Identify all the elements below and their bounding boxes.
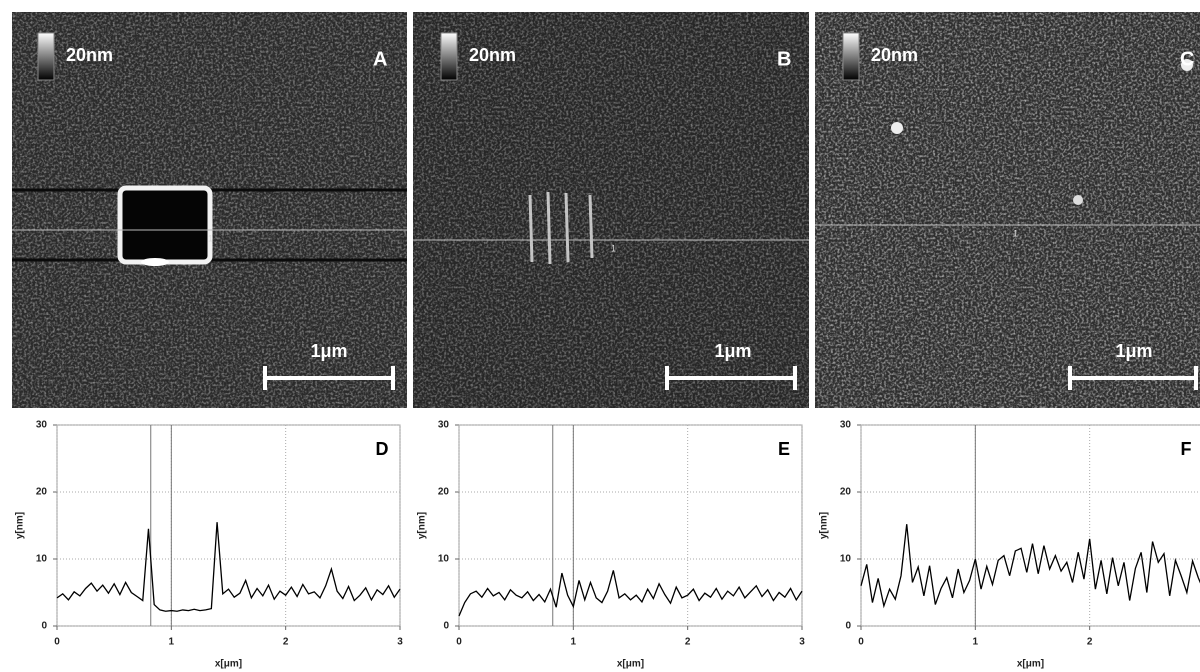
x-tick-label: 2 — [1087, 637, 1093, 648]
panel-label: C — [1180, 48, 1194, 70]
profile-line — [56, 522, 401, 612]
afm-image-c: 1 20nm C 1μm — [815, 12, 1200, 408]
afm-image-b: 1 20nm B 1μm — [413, 12, 809, 408]
height-scale — [440, 32, 458, 81]
profile-line — [458, 570, 803, 617]
y-tick-label: 0 — [443, 621, 449, 632]
scalebar — [1068, 366, 1198, 390]
y-tick-label: 10 — [36, 554, 48, 565]
profile-chart: 0 10 20 30 0 1 2 3 Dx[μm] y[nm] — [15, 420, 404, 670]
x-tick-label: 2 — [685, 637, 691, 648]
x-tick-label: 1 — [169, 637, 175, 648]
indent-stripes — [528, 191, 594, 265]
x-tick-label: 3 — [799, 637, 805, 648]
panel-label: D — [376, 439, 389, 459]
profile-chart: 0 10 20 30 0 1 2 3 Ex[μm] y[nm] — [417, 420, 806, 670]
profile-label: 1 — [611, 243, 616, 253]
x-tick-label: 0 — [456, 637, 462, 648]
plot-area — [860, 424, 1200, 627]
x-tick-label: 1 — [571, 637, 577, 648]
height-scale — [842, 32, 860, 81]
particle — [1181, 59, 1193, 71]
y-tick-label: 0 — [845, 621, 851, 632]
height-scale-label: 20nm — [469, 45, 516, 65]
profile-label: 1 — [208, 233, 213, 243]
scalebar — [665, 366, 797, 390]
y-tick-label: 30 — [840, 420, 852, 431]
afm-image-a: 1 20nm A 1μm — [12, 12, 407, 408]
y-tick-label: 30 — [36, 420, 48, 431]
scalebar-label: 1μm — [310, 341, 347, 361]
scalebar-label: 1μm — [1115, 341, 1152, 361]
y-axis-label: y[nm] — [417, 512, 428, 539]
profile-chart: 0 10 20 30 0 1 2 Fx[μm] y[nm] — [819, 420, 1200, 670]
x-tick-label: 0 — [54, 637, 60, 648]
y-tick-label: 20 — [438, 487, 450, 498]
x-axis-label: x[μm] — [1017, 659, 1044, 670]
x-tick-label: 0 — [858, 637, 864, 648]
image-texture — [413, 12, 809, 408]
panel-label: B — [777, 48, 791, 70]
x-tick-label: 2 — [283, 637, 289, 648]
panel-label: F — [1181, 439, 1192, 459]
scalebar-label: 1μm — [714, 341, 751, 361]
indent-square — [117, 185, 213, 265]
profile-line — [860, 524, 1200, 609]
x-axis-label: x[μm] — [617, 659, 644, 670]
height-scale — [37, 32, 55, 81]
pileup — [141, 258, 169, 266]
x-tick-label: 3 — [397, 637, 403, 648]
y-axis-label: y[nm] — [819, 512, 830, 539]
plot-area — [458, 424, 803, 627]
plot-area — [56, 424, 401, 627]
panel-label: E — [778, 439, 790, 459]
image-texture — [815, 12, 1200, 408]
x-tick-label: 1 — [973, 637, 979, 648]
y-tick-label: 10 — [840, 554, 852, 565]
panel-label: A — [373, 48, 387, 70]
y-tick-label: 30 — [438, 420, 450, 431]
particle — [891, 122, 903, 134]
y-tick-label: 10 — [438, 554, 450, 565]
y-axis-label: y[nm] — [15, 512, 26, 539]
y-tick-label: 20 — [36, 487, 48, 498]
height-scale-label: 20nm — [871, 45, 918, 65]
y-tick-label: 0 — [41, 621, 47, 632]
scalebar — [263, 366, 395, 390]
particle — [1073, 195, 1083, 205]
y-tick-label: 20 — [840, 487, 852, 498]
height-scale-label: 20nm — [66, 45, 113, 65]
x-axis-label: x[μm] — [215, 659, 242, 670]
profile-label: 1 — [1013, 228, 1018, 238]
